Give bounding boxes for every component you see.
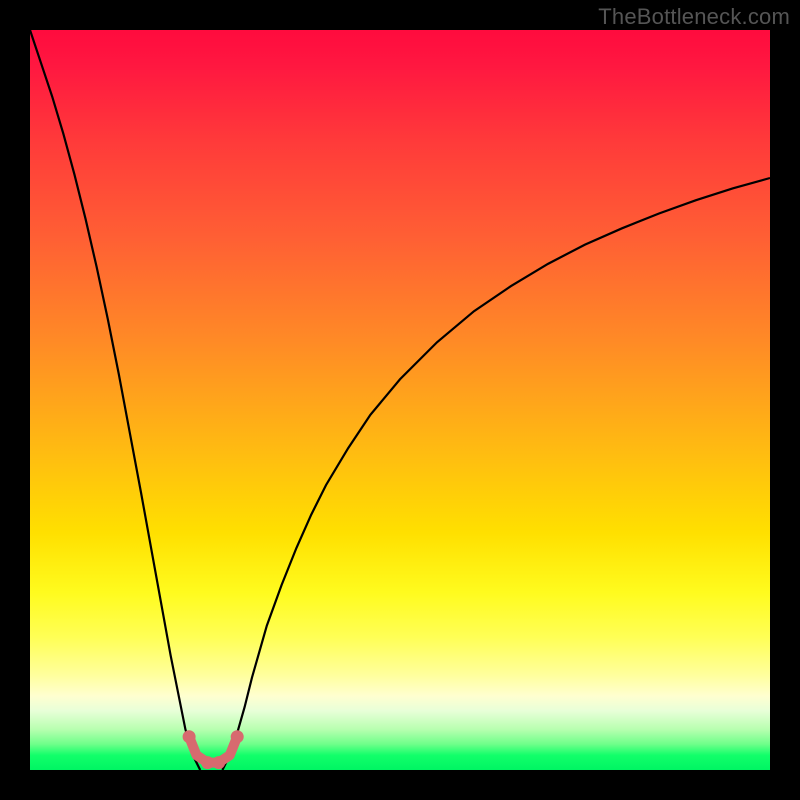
marker-dot — [183, 730, 196, 743]
plot-area — [30, 30, 770, 770]
watermark-label: TheBottleneck.com — [598, 4, 790, 30]
marker-dot — [201, 756, 214, 769]
marker-dot — [231, 730, 244, 743]
chart-container: TheBottleneck.com — [0, 0, 800, 800]
bottleneck-chart — [0, 0, 800, 800]
marker-dot — [212, 756, 225, 769]
